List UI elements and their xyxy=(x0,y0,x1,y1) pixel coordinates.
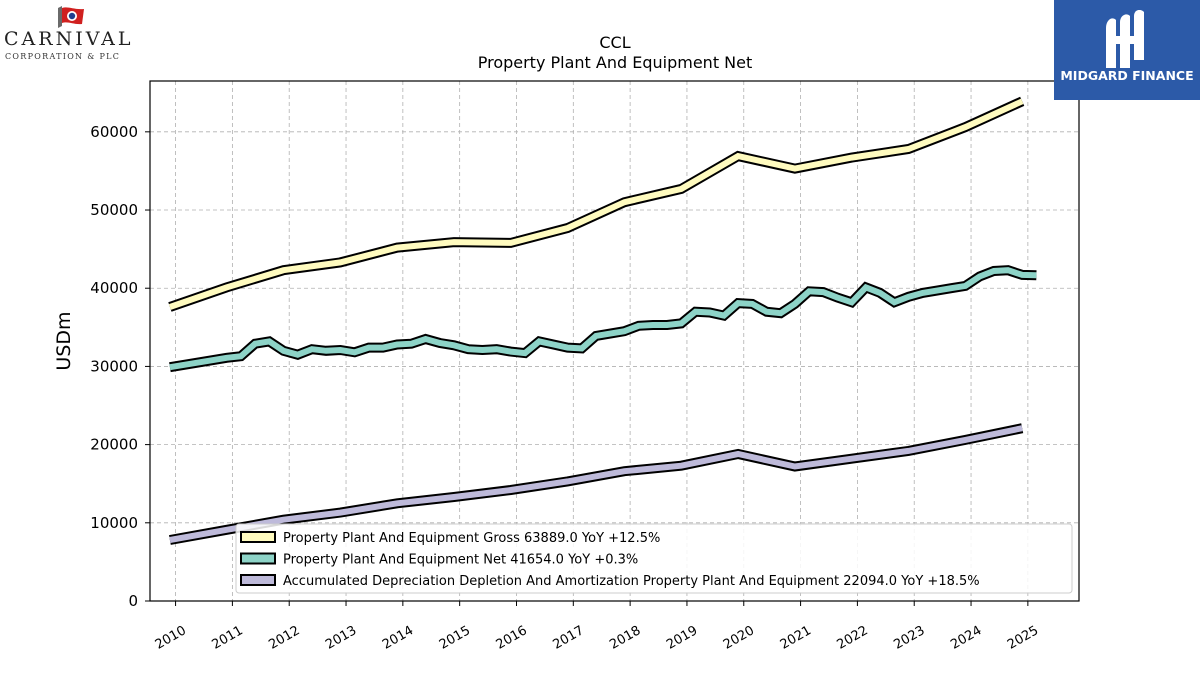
x-tick-label: 2022 xyxy=(835,623,871,653)
legend-swatch-0 xyxy=(240,531,276,543)
legend: Property Plant And Equipment Gross 63889… xyxy=(235,523,1073,594)
y-tick-label: 20000 xyxy=(90,436,138,454)
x-tick-label: 2023 xyxy=(891,623,927,653)
x-axis-ticks: 2010 2011 2012 2013 2014 2015 2016 2017 2018 2019… xyxy=(153,601,1041,653)
midgard-mark-icon xyxy=(1106,10,1144,69)
series-line-2 xyxy=(169,425,1023,543)
series-layer xyxy=(168,96,1037,545)
y-tick-label: 0 xyxy=(128,592,138,610)
x-tick-label: 2014 xyxy=(380,623,416,653)
x-tick-label: 2016 xyxy=(494,623,530,653)
x-tick-label: 2018 xyxy=(607,623,643,653)
carnival-flag-icon xyxy=(58,6,84,28)
series-line-0 xyxy=(168,98,1024,310)
chart-title: CCL xyxy=(599,33,630,52)
chart-subtitle: Property Plant And Equipment Net xyxy=(478,53,753,72)
x-tick-label: 2011 xyxy=(210,623,246,653)
x-tick-label: 2012 xyxy=(266,623,302,653)
y-tick-label: 30000 xyxy=(90,357,138,375)
legend-label-2: Accumulated Depreciation Depletion And A… xyxy=(283,574,980,589)
y-tick-label: 60000 xyxy=(90,123,138,141)
x-tick-label: 2024 xyxy=(948,623,984,653)
legend-label-0: Property Plant And Equipment Gross 63889… xyxy=(283,531,660,546)
legend-label-1: Property Plant And Equipment Net 41654.0… xyxy=(283,553,638,568)
legend-box xyxy=(235,523,1073,594)
x-tick-label: 2020 xyxy=(721,623,757,653)
y-axis-label: USDm xyxy=(53,311,75,370)
x-tick-label: 2015 xyxy=(437,623,473,653)
x-tick-label: 2021 xyxy=(778,623,814,653)
x-tick-label: 2019 xyxy=(664,623,700,653)
x-tick-label: 2010 xyxy=(153,623,189,653)
midgard-name: MIDGARD FINANCE xyxy=(1060,68,1194,83)
carnival-subbrand: CORPORATION & PLC xyxy=(5,52,121,61)
legend-swatch-2 xyxy=(240,574,276,586)
x-tick-label: 2013 xyxy=(323,623,359,653)
y-tick-label: 40000 xyxy=(90,279,138,297)
carnival-brand: CARNIVAL xyxy=(4,28,134,50)
x-tick-label: 2025 xyxy=(1005,623,1041,653)
plot-frame xyxy=(149,80,1080,602)
series-line-1 xyxy=(169,267,1037,371)
y-tick-label: 10000 xyxy=(90,514,138,532)
midgard-logo: MIDGARD FINANCE xyxy=(1054,0,1200,100)
y-tick-label: 50000 xyxy=(90,201,138,219)
grid-lines xyxy=(150,81,1079,602)
legend-swatch-1 xyxy=(240,552,276,565)
y-axis-ticks: 0 10000 20000 30000 40000 50000 60000 xyxy=(90,123,150,610)
carnival-logo: CARNIVAL CORPORATION & PLC xyxy=(4,6,144,66)
x-tick-label: 2017 xyxy=(550,623,586,653)
